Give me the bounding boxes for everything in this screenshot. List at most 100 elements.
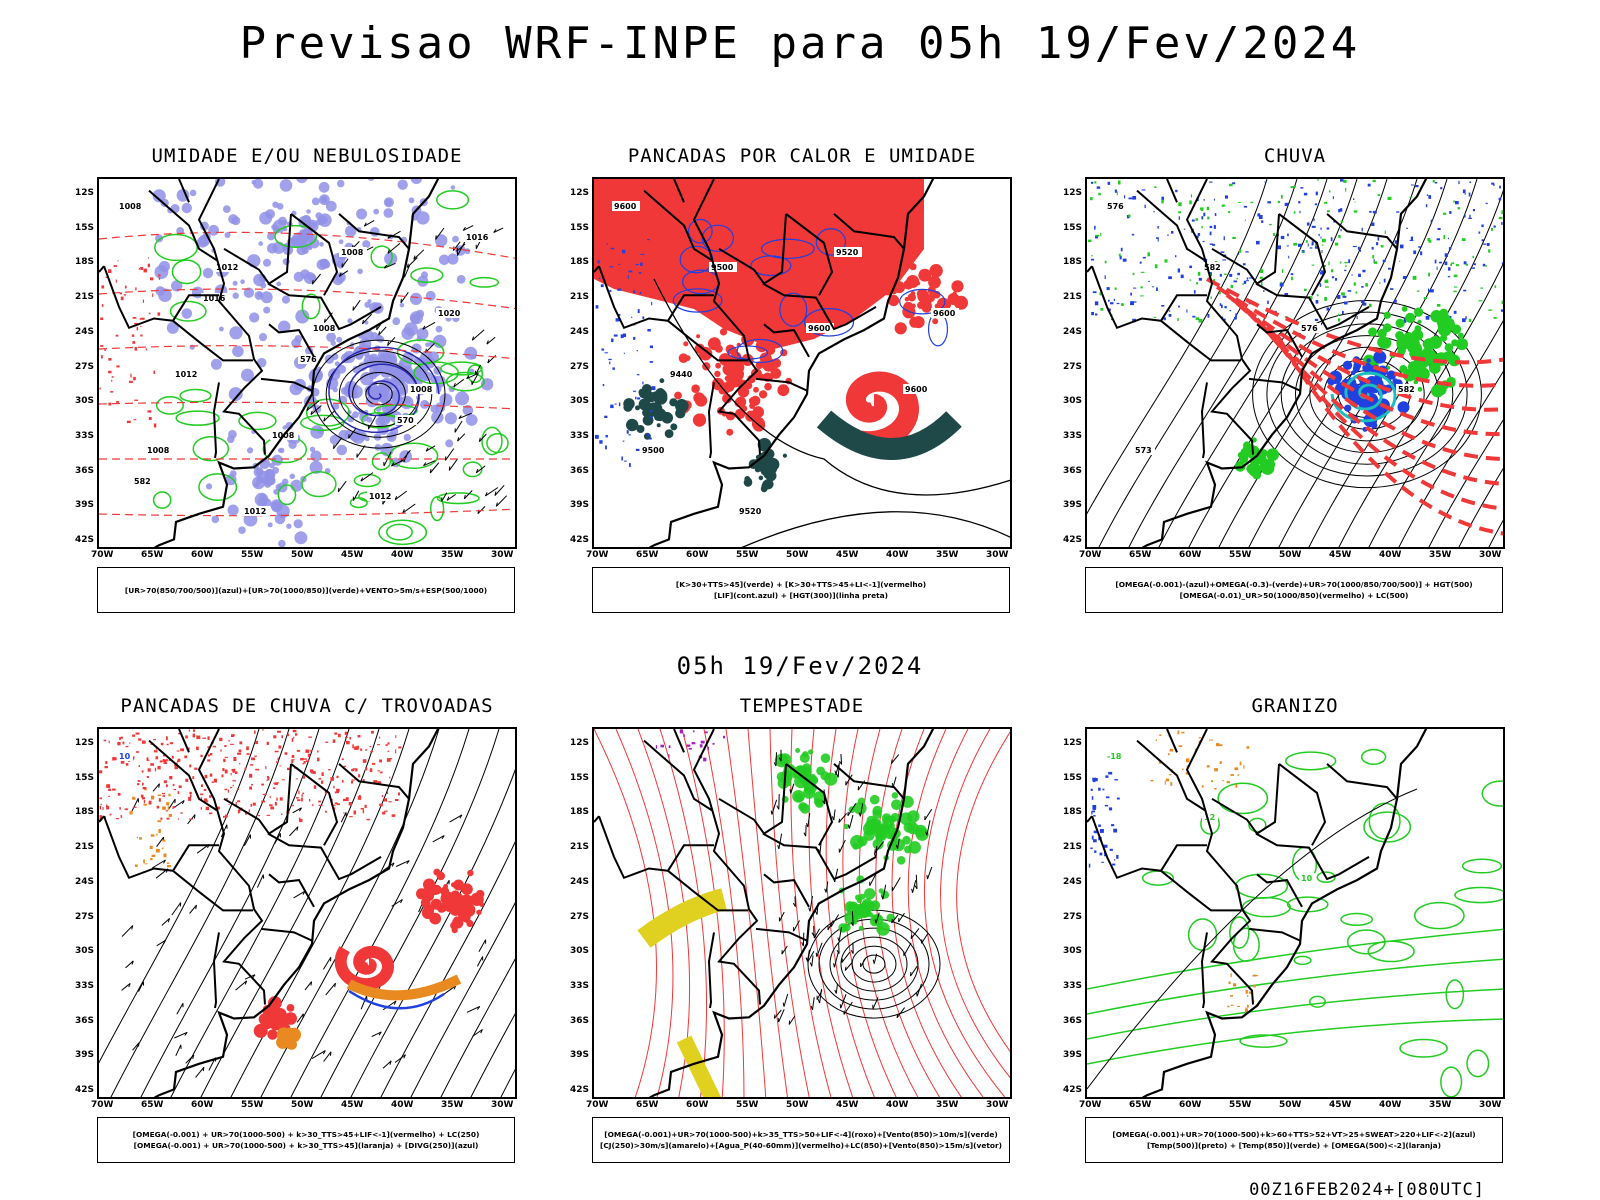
thickness-contour bbox=[152, 293, 154, 297]
omega-area-blue bbox=[1189, 265, 1192, 269]
omega-area-green bbox=[1436, 304, 1441, 307]
omega-area-green bbox=[1290, 186, 1294, 189]
thunderstorm-area-red bbox=[210, 753, 213, 756]
thunderstorm-area-red bbox=[384, 810, 388, 812]
wind-vector bbox=[827, 920, 834, 931]
hail-area-blue bbox=[1090, 788, 1093, 791]
thunderstorm-area-red bbox=[232, 784, 234, 787]
humidity-high-level-fill bbox=[254, 492, 269, 507]
omega-500-area bbox=[1165, 778, 1169, 782]
instability-area-green bbox=[642, 408, 651, 417]
omega-area-blue bbox=[1307, 243, 1309, 247]
humidity-high-level-fill bbox=[399, 302, 405, 308]
thunderstorm-area-red bbox=[305, 760, 310, 762]
hail-area-blue bbox=[1099, 829, 1104, 833]
latitude-label: 39S bbox=[570, 1050, 590, 1061]
thunderstorm-area-red bbox=[349, 737, 351, 740]
omega-area-blue bbox=[1261, 220, 1264, 223]
country-border bbox=[197, 729, 266, 1005]
omega-area-green bbox=[1380, 245, 1384, 248]
contour-label: -18 bbox=[1105, 751, 1127, 761]
temperature-850-contour bbox=[1360, 748, 1387, 765]
omega-area-green bbox=[1224, 273, 1227, 275]
thunderstorm-area-red bbox=[395, 749, 397, 754]
longitude-label: 50W bbox=[1279, 550, 1302, 560]
thunderstorm-area-red bbox=[148, 800, 152, 805]
humidity-high-level-fill bbox=[224, 232, 231, 238]
lif-contour bbox=[736, 338, 784, 364]
lif-contour bbox=[621, 456, 623, 461]
omega-area-green bbox=[1323, 265, 1326, 267]
temperature-850-contour bbox=[1087, 958, 1503, 1015]
omega-area-blue bbox=[1361, 286, 1364, 288]
omega-area-green bbox=[1478, 300, 1483, 302]
latitude-label: 24S bbox=[570, 326, 590, 337]
thunderstorm-area-red bbox=[231, 734, 235, 736]
omega-area-green bbox=[1259, 276, 1263, 279]
temperature-500-contour bbox=[1087, 788, 1418, 1090]
country-border bbox=[763, 323, 810, 358]
thickness-contour bbox=[134, 347, 138, 351]
rain-area-red bbox=[1225, 293, 1503, 412]
thickness-contour bbox=[148, 417, 152, 420]
wind-vector bbox=[484, 487, 499, 497]
thunderstorm-area-red bbox=[254, 755, 257, 757]
streamline-850 bbox=[940, 729, 1010, 1079]
latitude-label: 12S bbox=[1063, 188, 1083, 198]
instability-area-red bbox=[926, 293, 935, 303]
thickness-contour bbox=[110, 391, 114, 393]
omega-500-area bbox=[1235, 783, 1238, 788]
thunderstorm-area-red bbox=[106, 804, 108, 807]
country-border bbox=[707, 932, 715, 1009]
hail-area-blue bbox=[1113, 828, 1118, 833]
thunderstorm-area-red bbox=[209, 773, 213, 777]
thunderstorm-area-red bbox=[298, 790, 300, 795]
thickness-contour bbox=[157, 312, 161, 316]
lif-contour bbox=[626, 430, 629, 434]
humidity-low-level-contour bbox=[467, 364, 484, 384]
omega-area-green bbox=[1453, 290, 1457, 293]
streamline-arrow bbox=[176, 1002, 184, 1015]
latitude-label: 36S bbox=[1063, 465, 1083, 476]
lif-contour bbox=[649, 410, 653, 412]
streamline-arrow bbox=[138, 981, 145, 992]
humidity-high-level-fill bbox=[258, 241, 263, 246]
omega-area-green bbox=[1095, 234, 1100, 237]
thunderstorm-area-red bbox=[209, 812, 213, 815]
contour-label: 1012 bbox=[242, 506, 270, 516]
omega-area-blue bbox=[1501, 221, 1503, 225]
omega-area-blue bbox=[1116, 302, 1120, 305]
country-border bbox=[692, 179, 761, 455]
humidity-low-level-contour bbox=[378, 519, 428, 546]
thunderstorm-area-red bbox=[276, 761, 278, 763]
omega-area-green bbox=[1147, 252, 1150, 257]
lif-contour bbox=[672, 288, 723, 313]
humidity-high-level-fill bbox=[462, 405, 474, 416]
thunderstorm-area-red bbox=[141, 770, 144, 773]
wind-850-area bbox=[891, 792, 899, 799]
thickness-contour bbox=[140, 334, 143, 337]
thunderstorm-area-red bbox=[333, 785, 335, 789]
thunderstorm-area-red bbox=[180, 748, 184, 752]
omega-area-green bbox=[1423, 297, 1428, 299]
thunderstorm-area-red bbox=[104, 766, 108, 769]
wind-850-area bbox=[907, 810, 920, 823]
instability-area-red bbox=[932, 318, 939, 325]
svg-text:1012: 1012 bbox=[369, 492, 391, 501]
latitude-label: 27S bbox=[1063, 911, 1083, 922]
omega-area-blue bbox=[1192, 315, 1196, 318]
instability-area-red bbox=[735, 321, 742, 327]
thunderstorm-area-red bbox=[237, 800, 241, 803]
longitude-label: 70W bbox=[91, 550, 114, 560]
omega-area-green bbox=[1161, 199, 1164, 204]
thunderstorm-area-red bbox=[117, 741, 121, 746]
humidity-high-level-fill bbox=[278, 320, 291, 333]
hail-area-blue bbox=[1112, 863, 1116, 866]
omega-area-blue bbox=[1183, 228, 1186, 230]
omega-area-blue bbox=[1447, 237, 1449, 240]
thunderstorm-area-red bbox=[291, 755, 295, 758]
thunderstorm-area-red bbox=[334, 945, 395, 991]
latitude-label: 42S bbox=[570, 1085, 590, 1095]
thunderstorm-area-red bbox=[364, 804, 367, 808]
humidity-high-level-fill bbox=[211, 515, 220, 524]
